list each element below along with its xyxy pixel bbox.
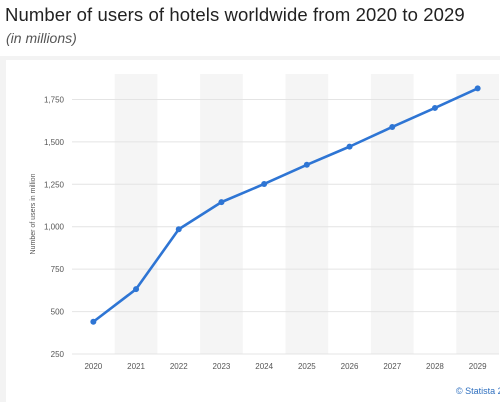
chart-header: Number of users of hotels worldwide from…: [0, 0, 500, 56]
x-tick-label: 2025: [298, 362, 316, 371]
x-tick-label: 2026: [341, 362, 359, 371]
y-tick-label: 250: [51, 350, 65, 359]
line-chart: 250 500 750 1,000 1,250 1,500 1,750 2020 2021 202…: [30, 74, 499, 371]
y-tick-label: 500: [51, 308, 65, 317]
data-point: [346, 143, 353, 150]
x-tick-label: 2024: [255, 362, 273, 371]
column-band: [200, 74, 243, 354]
chart-card: 250 500 750 1,000 1,250 1,500 1,750 2020 2021 202…: [6, 60, 500, 402]
column-band: [114, 74, 158, 354]
series-line: [92, 87, 479, 324]
data-point: [389, 123, 396, 130]
x-tick-label: 2029: [469, 362, 487, 371]
x-tick-label: 2020: [84, 362, 102, 371]
y-tick-label: 1,750: [44, 95, 65, 104]
data-point: [303, 161, 310, 168]
y-tick-label: 750: [51, 265, 65, 274]
x-tick-label: 2027: [383, 362, 401, 371]
column-band: [456, 74, 499, 354]
statista-credit-link[interactable]: © Statista 2: [456, 386, 500, 396]
x-tick-label: 2021: [127, 362, 145, 371]
data-point: [261, 180, 268, 187]
x-tick-label: 2028: [426, 362, 444, 371]
y-tick-label: 1,250: [44, 180, 65, 189]
y-axis-title: Number of users in million: [30, 173, 37, 254]
data-point: [431, 104, 438, 111]
y-tick-label: 1,500: [44, 138, 65, 147]
chart-title: Number of users of hotels worldwide from…: [5, 4, 465, 25]
chart-subtitle: (in millions): [6, 30, 77, 46]
data-point: [90, 318, 97, 325]
data-point: [474, 85, 481, 92]
y-tick-label: 1,000: [44, 223, 65, 232]
column-band: [285, 74, 329, 354]
x-tick-label: 2023: [213, 362, 231, 371]
data-point: [175, 226, 182, 233]
data-point: [218, 199, 225, 206]
x-tick-label: 2022: [170, 362, 188, 371]
data-point: [133, 286, 140, 293]
